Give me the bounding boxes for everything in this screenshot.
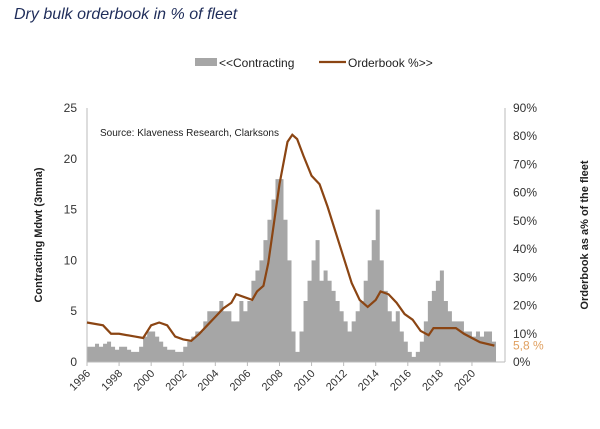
x-tick-label: 2018	[420, 368, 446, 394]
x-tick-label: 2020	[452, 368, 478, 394]
x-tick-label: 2012	[324, 368, 350, 394]
x-tick-label: 2008	[260, 368, 286, 394]
y-axis-label: Contracting Mdwt (3mma)	[33, 167, 45, 302]
x-tick-label: 1996	[67, 368, 93, 394]
y2-tick-label: 0%	[513, 355, 531, 369]
legend-contracting-swatch	[195, 58, 217, 66]
y2-tick-label: 90%	[513, 101, 537, 115]
source-note: Source: Klaveness Research, Clarksons	[100, 128, 279, 139]
y2-tick-label: 80%	[513, 129, 537, 143]
y-tick-label: 25	[64, 101, 78, 115]
legend-orderbook-label: Orderbook %>>	[348, 56, 433, 70]
x-tick-label: 2016	[388, 368, 414, 394]
x-tick-label: 2002	[164, 368, 190, 394]
x-tick-label: 2004	[196, 368, 222, 394]
y2-tick-label: 30%	[513, 270, 537, 284]
y-tick-label: 0	[70, 355, 77, 369]
end-value-label: 5,8 %	[513, 339, 544, 353]
x-tick-label: 1998	[99, 368, 125, 394]
y-tick-label: 20	[64, 152, 78, 166]
orderbook-line	[86, 133, 495, 347]
y2-tick-label: 40%	[513, 242, 537, 256]
y-tick-label: 10	[64, 253, 78, 267]
y-tick-label: 5	[70, 304, 77, 318]
y2-tick-label: 50%	[513, 214, 537, 228]
y-tick-label: 15	[64, 203, 78, 217]
chart-title: Dry bulk orderbook in % of fleet	[14, 6, 238, 23]
x-tick-label: 2010	[292, 368, 318, 394]
y2-tick-label: 70%	[513, 157, 537, 171]
x-tick-label: 2000	[131, 368, 157, 394]
y2-tick-label: 10%	[513, 327, 537, 341]
y2-axis-label: Orderbook as a% of the fleet	[579, 160, 591, 309]
contracting-area	[87, 179, 497, 362]
y2-tick-label: 60%	[513, 186, 537, 200]
legend-contracting-label: <<Contracting	[219, 56, 294, 70]
x-tick-label: 2014	[356, 368, 382, 394]
x-tick-label: 2006	[228, 368, 254, 394]
y2-tick-label: 20%	[513, 299, 537, 313]
